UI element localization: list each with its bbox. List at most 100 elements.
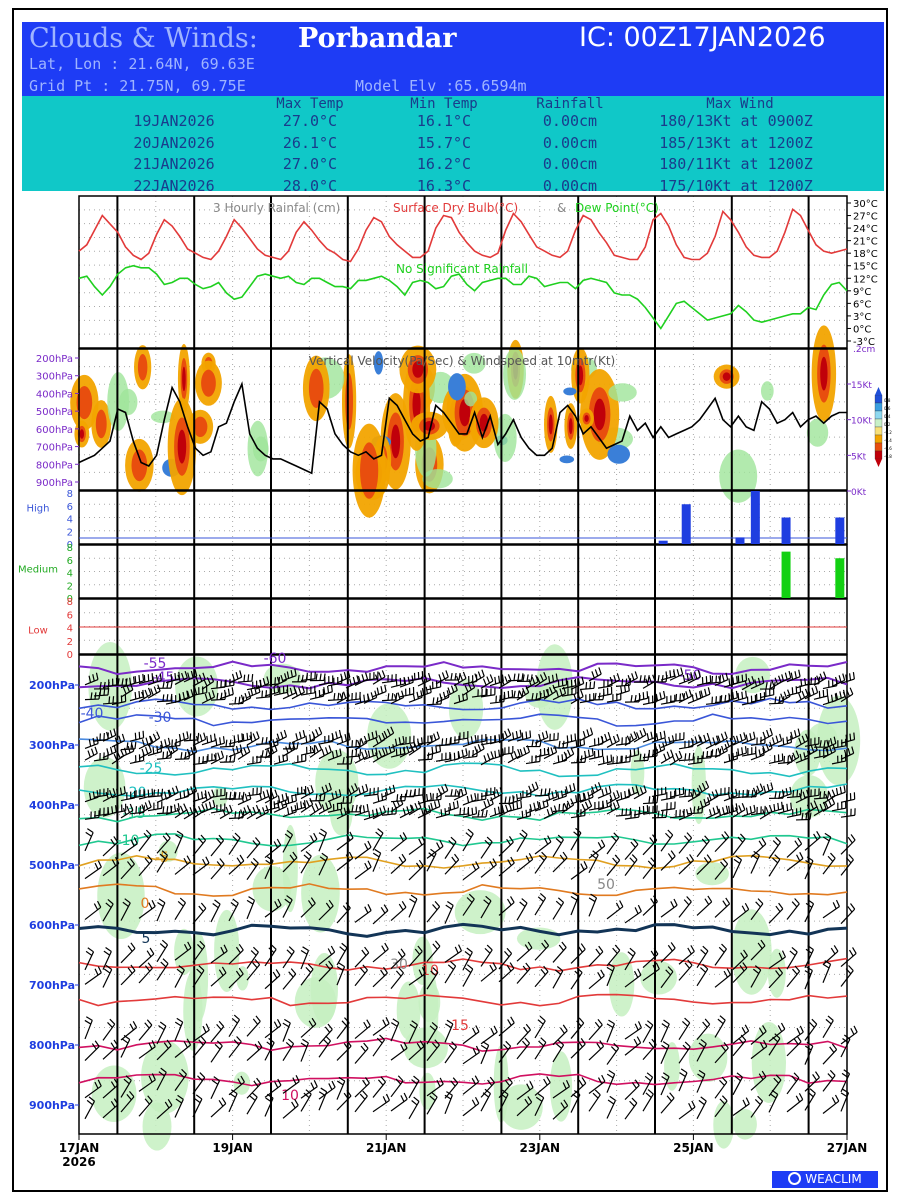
barb-feather — [314, 803, 319, 811]
barb-feather — [482, 1092, 489, 1098]
panel-border — [78, 490, 848, 545]
barb-feather — [291, 1101, 296, 1109]
wind-barb — [390, 753, 405, 758]
wind-barb — [354, 952, 370, 968]
barb-feather — [695, 692, 698, 700]
barb-feather — [743, 949, 748, 957]
barb-feather — [300, 1042, 308, 1048]
barb-feather — [707, 797, 711, 805]
barb-feather — [398, 967, 404, 974]
wind-barb — [813, 797, 829, 800]
barb-feather — [319, 856, 327, 862]
barb-feather — [400, 1044, 405, 1051]
barb-feather — [414, 802, 419, 810]
barb-feather — [799, 685, 802, 693]
vv-negative — [462, 352, 486, 374]
barb-feather — [159, 853, 166, 860]
wind-barb — [354, 969, 368, 987]
barb-feather — [315, 729, 319, 737]
barb-feather — [523, 1026, 529, 1034]
barb-feather — [144, 1022, 150, 1029]
barb-feather — [774, 677, 779, 685]
amp-text: & — [557, 201, 566, 215]
barb-feather — [662, 742, 666, 750]
wind-barb — [444, 950, 462, 963]
wind-barb — [444, 1082, 459, 1099]
barb-feather — [778, 902, 784, 910]
wind-barb — [102, 951, 112, 970]
barb-feather — [160, 961, 167, 968]
barb-feather — [704, 688, 707, 696]
wind-barb — [390, 859, 407, 875]
barb-feather — [773, 804, 776, 812]
vv-level-label: 200hPa — [36, 354, 73, 365]
barb-feather — [731, 790, 734, 798]
barb-feather — [234, 696, 237, 704]
wind-barb — [552, 1030, 568, 1046]
barb-feather — [574, 733, 577, 741]
wind-barb — [534, 794, 550, 797]
wind-barb — [426, 1096, 438, 1115]
barb-feather — [162, 835, 169, 842]
wind-barb — [597, 693, 612, 698]
barb-feather — [439, 693, 443, 701]
barb-feather — [508, 796, 511, 804]
temp-tick-label: 15°C — [853, 262, 878, 273]
barb-feather — [513, 690, 516, 698]
humidity-patch — [310, 952, 339, 1025]
barb-feather — [427, 752, 430, 760]
barb-feather — [277, 795, 281, 803]
barb-feather — [541, 851, 547, 858]
barb-feather — [232, 898, 239, 904]
barb-feather — [504, 796, 507, 804]
barb-feather — [196, 968, 203, 975]
wind-barb — [534, 753, 549, 758]
barb-feather — [126, 861, 133, 868]
barb-feather — [728, 678, 731, 686]
barb-feather — [254, 837, 261, 844]
wind-barb — [300, 1023, 317, 1038]
barb-feather — [556, 966, 564, 972]
barb-feather — [105, 902, 112, 908]
wind-barb — [678, 1072, 688, 1092]
barb-feather — [242, 791, 245, 799]
barb-feather — [715, 789, 719, 797]
barb-feather — [806, 750, 810, 758]
barb-feather — [445, 738, 448, 746]
contour-label: 15 — [451, 1018, 469, 1034]
wind-barb — [750, 969, 762, 988]
barb-feather — [531, 692, 534, 701]
wind-barb — [516, 1029, 531, 1045]
barb-feather — [496, 789, 500, 797]
barb-feather — [780, 1022, 786, 1030]
barb-feather — [162, 751, 165, 759]
barb-feather — [480, 1044, 488, 1050]
wind-barb — [786, 676, 801, 683]
barb-feather — [699, 736, 703, 744]
wind-barb — [228, 1041, 242, 1058]
wind-barb — [777, 809, 792, 815]
barb-feather — [521, 810, 524, 818]
windspeed-line — [78, 381, 847, 475]
wind-barb — [120, 689, 134, 698]
wind-barb — [597, 685, 612, 689]
temp-tick-label: 12°C — [853, 274, 878, 285]
barb-feather — [241, 795, 245, 803]
barb-feather — [621, 808, 624, 816]
barb-feather — [444, 1094, 452, 1100]
barb-feather — [295, 733, 299, 741]
wind-barb — [174, 758, 190, 760]
barb-feather — [486, 944, 493, 951]
wind-barb — [534, 1020, 546, 1039]
barb-feather — [368, 810, 371, 818]
barb-feather — [783, 691, 788, 699]
barb-feather — [470, 736, 474, 744]
wind-barb — [345, 789, 358, 799]
barb-feather — [631, 1082, 637, 1089]
wind-barb — [768, 841, 781, 859]
wind-barb — [804, 794, 819, 798]
barb-feather — [365, 672, 369, 680]
wind-barb — [822, 1049, 838, 1065]
barb-feather — [717, 1018, 724, 1025]
barb-feather — [454, 683, 458, 691]
